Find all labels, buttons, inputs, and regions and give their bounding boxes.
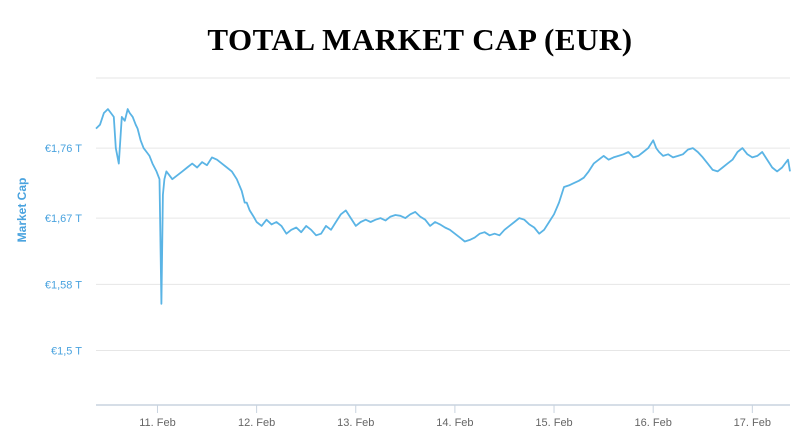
x-tick-label: 14. Feb (436, 417, 473, 429)
y-axis-label: Market Cap (15, 178, 29, 243)
x-tick-labels: 11. Feb 12. Feb 13. Feb 14. Feb 15. Feb 16. F… (139, 405, 771, 429)
x-tick-label: 13. Feb (337, 417, 374, 429)
x-tick-label: 16. Feb (635, 417, 672, 429)
x-tick-label: 11. Feb (139, 417, 176, 429)
x-tick-label: 12. Feb (238, 417, 275, 429)
y-tick-label: €1,76 T (45, 143, 82, 155)
y-tick-label: €1,58 T (45, 279, 82, 291)
y-tick-label: €1,5 T (51, 346, 82, 358)
chart-title: TOTAL MARKET CAP (EUR) (207, 22, 633, 57)
y-tick-labels: €1,5 T €1,58 T €1,67 T €1,76 T (45, 143, 82, 357)
grid-lines (96, 77, 790, 351)
x-tick-label: 17. Feb (734, 417, 771, 429)
x-tick-label: 15. Feb (535, 417, 572, 429)
series-line (95, 108, 791, 305)
y-tick-label: €1,67 T (45, 213, 82, 225)
